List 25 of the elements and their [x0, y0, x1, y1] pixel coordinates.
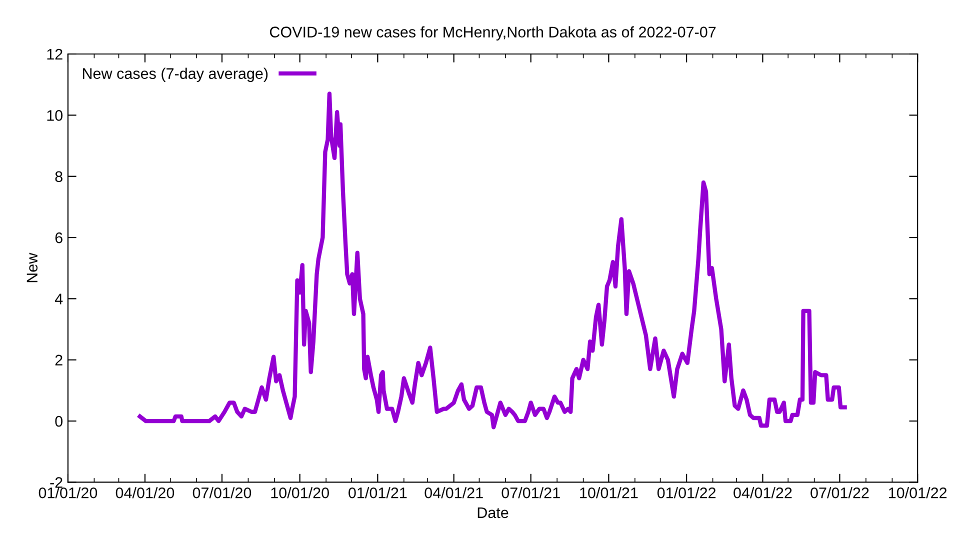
chart-title: COVID-19 new cases for McHenry,North Dakota as of 2022-07-07: [270, 26, 716, 41]
x-tick-label: 01/01/21: [348, 487, 407, 498]
legend-label: New cases (7-day average): [82, 68, 268, 82]
y-tick-label: 12: [47, 48, 62, 60]
y-axis-title: New: [26, 252, 38, 282]
x-axis-title: Date: [478, 507, 508, 518]
y-tick-label: 6: [55, 232, 62, 244]
x-tick-label: 07/01/22: [810, 487, 869, 498]
x-tick-label: 04/01/22: [734, 487, 792, 498]
x-tick-label: 10/01/20: [271, 487, 329, 498]
x-tick-label: 10/01/21: [580, 487, 638, 498]
x-tick-label: 07/01/21: [502, 487, 560, 498]
x-tick-label: 07/01/20: [192, 487, 252, 498]
y-tick-label: 10: [47, 110, 63, 121]
x-tick-label: 01/01/22: [657, 487, 716, 498]
x-tick-label: 04/01/21: [424, 487, 483, 498]
y-tick-label: 4: [54, 294, 63, 304]
x-tick-label: 10/01/22: [889, 487, 947, 498]
line-series: [138, 92, 847, 430]
x-tick-label: 01/01/20: [38, 487, 98, 498]
y-tick-label: -2: [50, 477, 62, 488]
y-tick-label: 0: [55, 416, 63, 427]
y-tick-label: 8: [55, 171, 62, 182]
y-tick-label: 2: [55, 354, 62, 366]
x-tick-label: 04/01/20: [116, 487, 174, 498]
